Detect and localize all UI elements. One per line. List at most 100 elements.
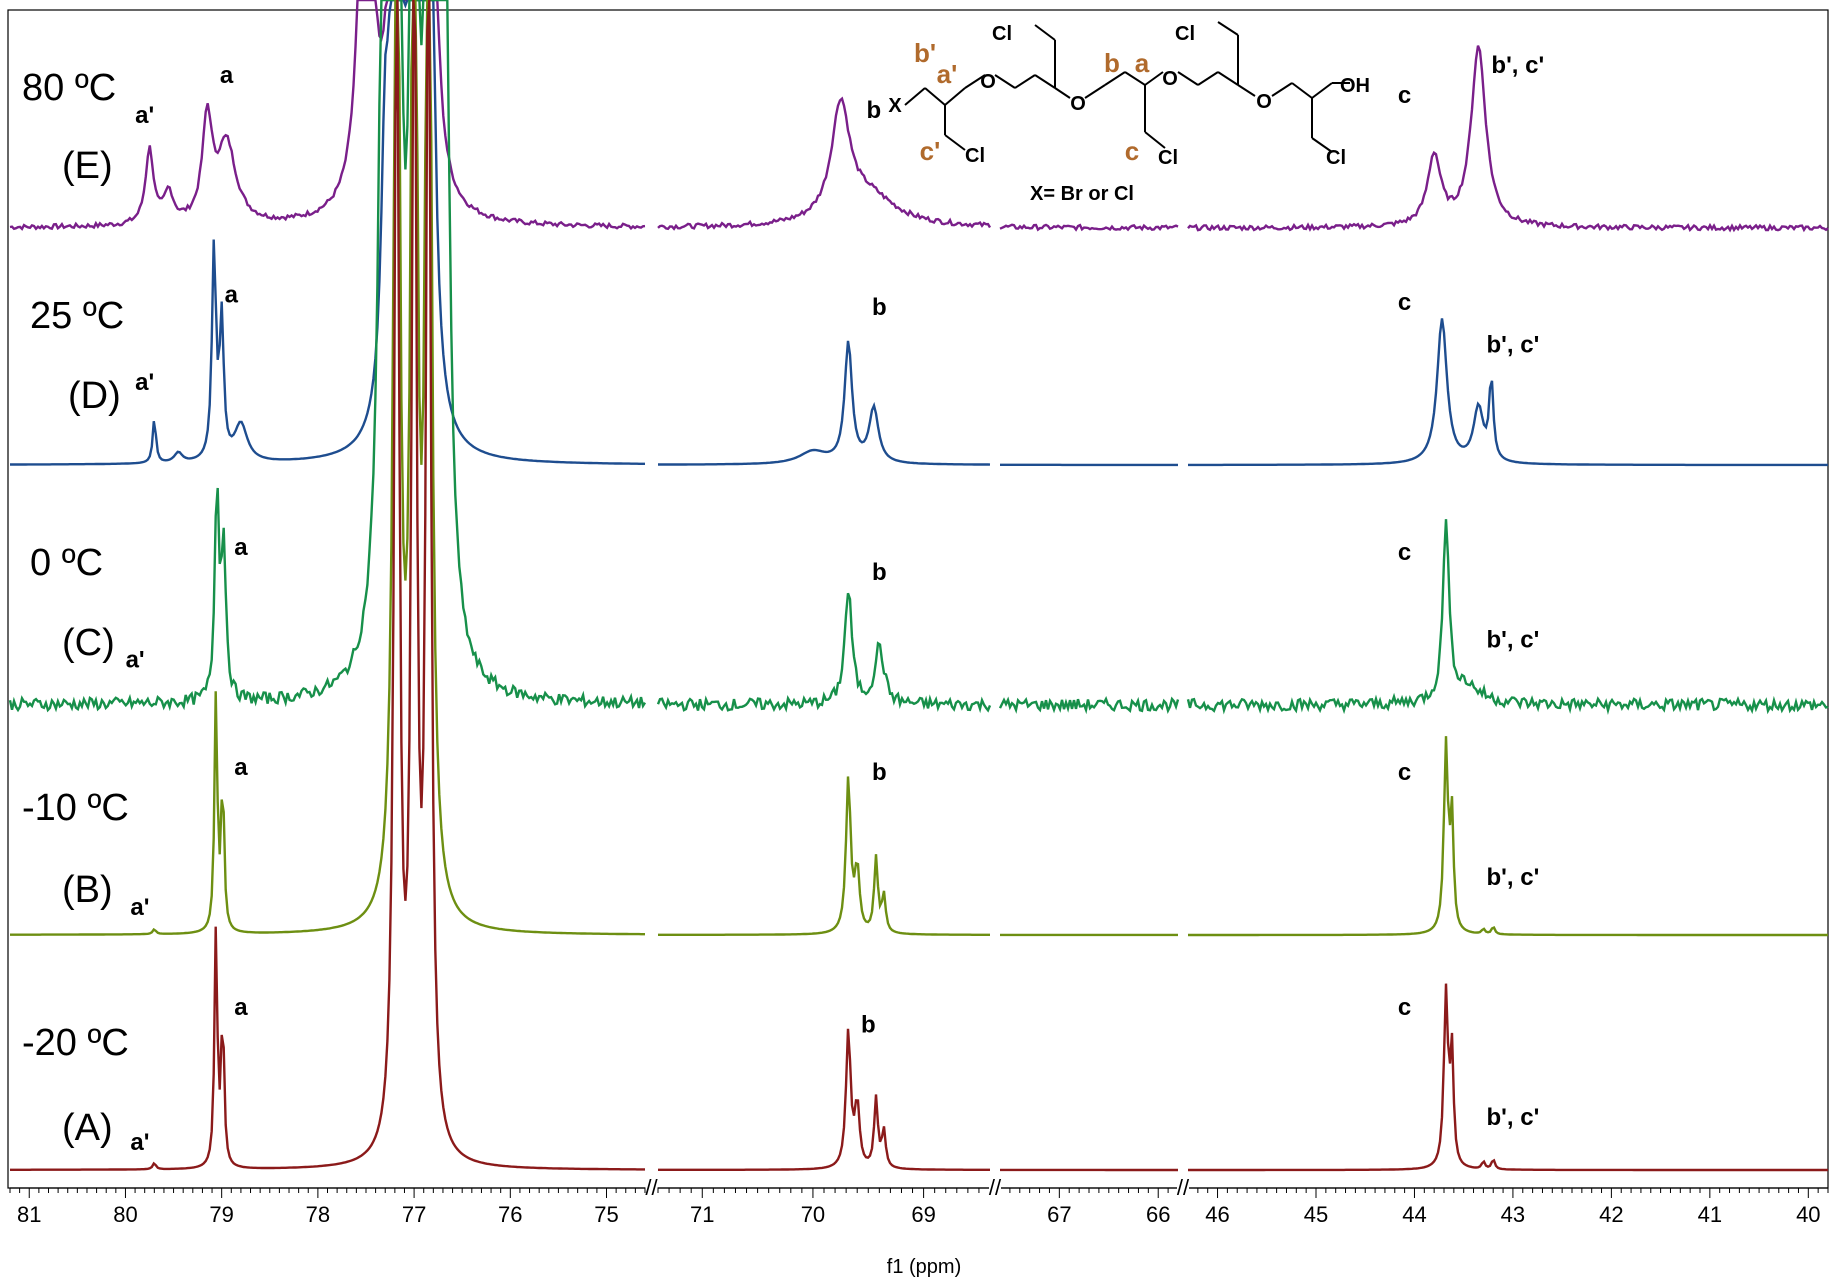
peak-label-B-3: b (872, 759, 887, 786)
spectrum-E-segment-4 (1187, 45, 1829, 233)
structure-assignment-label: b' (914, 38, 936, 68)
structure-bond (1054, 87, 1071, 99)
axis-break-gap (989, 1184, 1001, 1194)
peak-label-B-2: a (234, 754, 248, 781)
peak-label-E-5: b', c' (1491, 52, 1544, 79)
peak-label-A-2: a (234, 994, 248, 1021)
spectrum-B-segment-1 (10, 0, 645, 936)
tick-label-77: 77 (402, 1202, 426, 1227)
tick-label-45: 45 (1304, 1202, 1328, 1227)
structure-assignment-label: a (1135, 48, 1150, 78)
tick-label-46: 46 (1205, 1202, 1229, 1227)
tick-label-67: 67 (1047, 1202, 1071, 1227)
peak-label-E-4: c (1398, 82, 1411, 109)
structure-atom-label: O (1070, 93, 1086, 115)
spectrum-A (10, 0, 1828, 1172)
structure-bond (1124, 71, 1146, 86)
structure-atom-label: O (1256, 91, 1272, 113)
peak-label-C-2: a (234, 534, 248, 561)
spectrum-A-segment-2 (658, 1028, 990, 1171)
panel-label-A: (A) (62, 1107, 113, 1149)
tick-label-81: 81 (17, 1202, 41, 1227)
structure-bond (1034, 24, 1056, 41)
peak-label-D-1: a' (135, 369, 154, 396)
structure-caption: X= Br or Cl (1030, 183, 1134, 205)
tick-label-43: 43 (1501, 1202, 1525, 1227)
spectrum-B (10, 0, 1828, 937)
structure-bond (1237, 84, 1256, 97)
structure-bond (1084, 84, 1106, 99)
structure-assignment-label: c (1125, 136, 1139, 166)
structure-bond (944, 134, 966, 151)
structure-bond (1144, 71, 1164, 86)
structure-bond (1291, 82, 1313, 99)
peak-label-D-4: c (1398, 289, 1411, 316)
tick-label-70: 70 (801, 1202, 825, 1227)
spectrum-C (8, 0, 1829, 715)
tick-label-44: 44 (1402, 1202, 1426, 1227)
structure-bond (964, 74, 986, 89)
structure-bond (1311, 137, 1333, 153)
structure-assignment-label: a' (937, 59, 958, 89)
tick-label-69: 69 (911, 1202, 935, 1227)
peak-label-A-1: a' (130, 1129, 149, 1156)
structure-bond (1104, 71, 1126, 86)
spectrum-A-segment-1 (10, 0, 645, 1171)
peak-label-C-4: c (1398, 539, 1411, 566)
axis-break-2: // (989, 1175, 1002, 1200)
structure-bond (994, 74, 1016, 89)
spectra-group (8, 0, 1829, 1172)
panel-label-C: (C) (62, 622, 115, 664)
peak-label-C-3: b (872, 559, 887, 586)
structure-atom-label: Cl (965, 145, 985, 167)
structure-bond (1014, 74, 1036, 89)
peak-label-D-5: b', c' (1487, 332, 1540, 359)
peak-label-C-1: a' (126, 647, 145, 674)
structure-atom-label: Cl (1158, 147, 1178, 169)
labels-group: 80 ºC (E) a' a b c b', c' 25 ºC (D) a' a b c b', c' 0 … (22, 52, 1544, 1156)
x-axis: 81 80 79 78 77 76 75 71 70 69 67 66 46 45 44 43 42 41 40 //… (9, 1175, 1829, 1227)
spectrum-D-segment-4 (1188, 318, 1828, 467)
structure-bond (924, 87, 946, 106)
structure-bond (1311, 82, 1333, 99)
structure-bond (904, 87, 926, 106)
tick-label-78: 78 (306, 1202, 330, 1227)
peak-label-D-3: b (872, 294, 887, 321)
axis-break-gap (645, 1184, 658, 1194)
structure-bond (1177, 71, 1199, 86)
tick-label-80: 80 (113, 1202, 137, 1227)
plot-frame (7, 9, 1829, 1189)
peak-label-B-4: c (1398, 759, 1411, 786)
peak-label-E-2: a (220, 62, 234, 89)
structure-atom-label: OH (1340, 75, 1370, 97)
structure-bond (1034, 74, 1056, 89)
structure-bond (944, 87, 966, 106)
temperature-label-E: 80 ºC (22, 67, 116, 109)
spectrum-C-segment-2 (656, 592, 992, 714)
tick-label-75: 75 (594, 1202, 618, 1227)
spectrum-E-segment-3 (999, 223, 1179, 232)
tick-label-41: 41 (1698, 1202, 1722, 1227)
spectrum-A-segment-4 (1188, 983, 1828, 1172)
tick-label-79: 79 (209, 1202, 233, 1227)
temperature-label-D: 25 ºC (30, 295, 124, 337)
tick-label-42: 42 (1599, 1202, 1623, 1227)
structure-bond (1217, 71, 1239, 86)
temperature-label-B: -10 ºC (22, 787, 129, 829)
spectrum-C-segment-4 (1186, 519, 1829, 715)
structure-assignment-label: c' (920, 136, 941, 166)
structure-bond (1217, 21, 1239, 36)
tick-label-66: 66 (1146, 1202, 1170, 1227)
temperature-label-C: 0 ºC (30, 542, 103, 584)
spectrum-E-segment-1 (9, 0, 646, 231)
temperature-label-A: -20 ºC (22, 1022, 129, 1064)
structure-bond (1144, 131, 1166, 149)
x-axis-title: f1 (ppm) (887, 1256, 961, 1278)
peak-label-A-5: b', c' (1487, 1104, 1540, 1131)
structure-atom-label: Cl (1326, 147, 1346, 169)
spectrum-E-segment-2 (657, 96, 992, 231)
axis-break-gap (1177, 1184, 1189, 1194)
spectrum-C-segment-1 (8, 0, 647, 713)
spectrum-D-segment-1 (10, 0, 645, 466)
